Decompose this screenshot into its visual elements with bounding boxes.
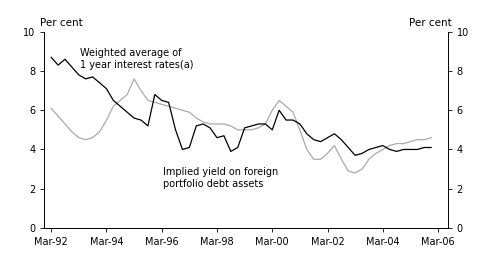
Text: Weighted average of
1 year interest rates(a): Weighted average of 1 year interest rate…: [80, 48, 194, 70]
Text: Per cent: Per cent: [40, 18, 83, 28]
Text: Implied yield on foreign
portfolio debt assets: Implied yield on foreign portfolio debt …: [163, 167, 278, 189]
Text: Per cent: Per cent: [409, 18, 452, 28]
